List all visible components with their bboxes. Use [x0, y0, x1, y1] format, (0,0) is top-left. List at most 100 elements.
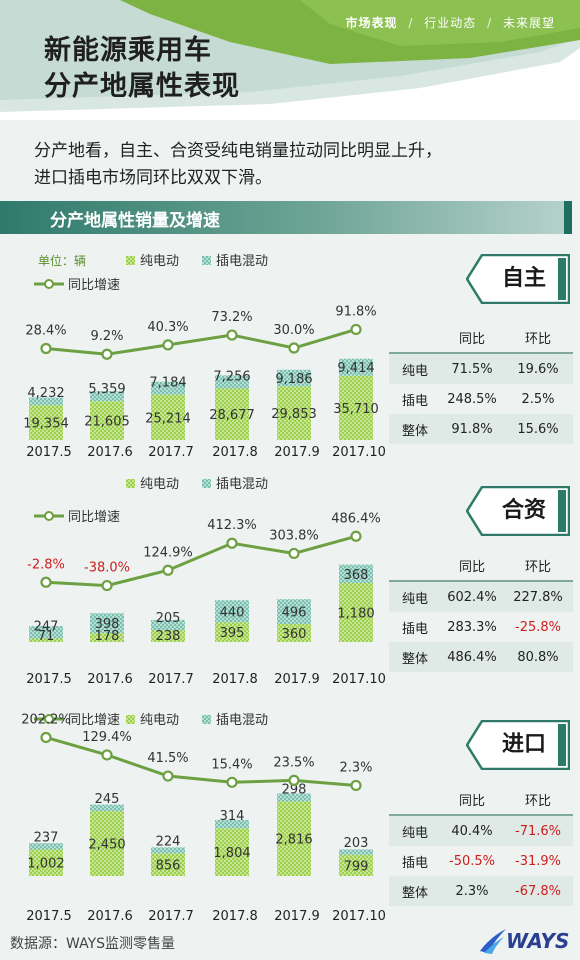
tag-jv-label: 合资: [501, 498, 546, 523]
data-label-bev: 28,677: [209, 408, 255, 423]
yoy-point: [101, 348, 113, 360]
yoy-label: 9.2%: [90, 329, 123, 344]
legend-bev-swatch: [126, 479, 135, 488]
row-yoy: 602.4%: [441, 580, 503, 612]
yoy-label: 30.0%: [273, 323, 314, 338]
bar-bev: [29, 849, 63, 876]
bar-bev: [29, 405, 63, 440]
yoy-label: 202.2%: [21, 712, 71, 727]
table-header-yoy: 同比: [458, 559, 485, 575]
data-label-phev: 205: [156, 611, 181, 626]
ways-logo-icon: [480, 929, 506, 954]
data-label-phev: 5,359: [88, 382, 125, 397]
data-label-bev: 360: [282, 627, 307, 642]
row-mom: 2.5%: [521, 391, 555, 407]
legend-yoy-line-dot: [44, 279, 54, 289]
data-label-bev: 71: [38, 629, 55, 644]
yoy-point: [101, 579, 113, 592]
legend-phev-swatch: [202, 715, 211, 724]
stats-table-jv: 同比 环比 纯电 602.4% 227.8% 插电 283.3% -25.8% …: [389, 550, 573, 672]
x-tick-label: 2017.5: [26, 672, 72, 687]
nav-separator: /: [408, 16, 414, 30]
yoy-label: 91.8%: [335, 304, 376, 319]
row-yoy: 248.5%: [447, 391, 497, 407]
legend-phev-label: 插电混动: [216, 713, 268, 728]
x-tick-label: 2017.5: [26, 445, 72, 460]
page-title-line1: 新能源乘用车: [44, 35, 212, 66]
yoy-line: [45, 736, 357, 787]
bar-phev: [151, 381, 185, 395]
table-header-mom: 环比: [524, 331, 551, 347]
data-label-phev: 203: [344, 836, 369, 851]
yoy-point: [288, 342, 300, 354]
x-tick-label: 2017.10: [332, 445, 386, 460]
row-yoy: -50.5%: [449, 853, 495, 869]
bar-phev: [339, 564, 373, 583]
data-label-phev: 496: [282, 606, 307, 621]
bar-bev: [90, 401, 124, 440]
data-label-bev: 1,804: [213, 846, 250, 861]
data-label-bev: 2,816: [275, 833, 312, 848]
row-mom: -25.8%: [515, 619, 561, 635]
nav-item-market[interactable]: 市场表现: [345, 16, 398, 30]
yoy-label: 15.4%: [211, 757, 252, 772]
yoy-point: [226, 537, 238, 549]
table-header-row: 同比 环比: [389, 322, 573, 353]
bar-phev: [215, 819, 249, 829]
yoy-point: [162, 564, 174, 576]
data-label-phev: 398: [95, 617, 120, 632]
bar-bev: [90, 811, 124, 876]
nav-separator: /: [487, 16, 493, 30]
yoy-point: [162, 770, 174, 782]
legend-bev-label: 纯电动: [140, 254, 179, 269]
legend-yoy-label: 同比增速: [68, 510, 120, 525]
yoy-point: [288, 774, 300, 786]
yoy-point: [40, 731, 52, 744]
data-label-phev: 247: [34, 619, 59, 634]
data-label-phev: 298: [282, 782, 307, 797]
table-header-mom: 环比: [524, 793, 551, 809]
x-tick-label: 2017.6: [87, 672, 133, 687]
bar-bev: [277, 624, 311, 642]
yoy-point: [350, 530, 362, 542]
data-label-bev: 238: [156, 629, 181, 644]
row-mom: -67.8%: [503, 876, 573, 906]
header-decoration: [0, 0, 580, 112]
bar-phev: [339, 358, 373, 376]
data-label-phev: 368: [344, 568, 369, 583]
nav-item-outlook[interactable]: 未来展望: [502, 16, 555, 30]
data-label-bev: 35,710: [333, 402, 379, 417]
data-label-bev: 1,180: [337, 607, 374, 622]
bar-phev: [90, 804, 124, 812]
row-yoy: 2.3%: [441, 876, 503, 906]
table-header-cell: [389, 322, 441, 353]
yoy-line: [45, 534, 357, 588]
table-row: 插电 283.3% -25.8%: [389, 612, 573, 642]
section-bar-edge: [564, 201, 572, 234]
legend-yoy-line-dot: [44, 714, 54, 724]
data-label-phev: 9,186: [275, 372, 312, 387]
row-key: 插电: [401, 393, 428, 409]
x-tick-label: 2017.10: [332, 909, 386, 924]
table-row: 整体 91.8% 15.6%: [389, 414, 573, 444]
page-title: 新能源乘用车 分产地属性表现: [44, 33, 240, 105]
data-label-bev: 799: [344, 859, 369, 874]
row-key: 插电: [401, 621, 428, 637]
x-tick-label: 2017.7: [148, 445, 194, 460]
nav-item-industry[interactable]: 行业动态: [424, 16, 477, 30]
bar-phev: [29, 397, 63, 406]
data-label-bev: 178: [95, 629, 120, 644]
ways-logo: WAYS: [478, 927, 574, 955]
row-mom: 227.8%: [503, 580, 573, 612]
section-title-bar: 分产地属性销量及增速: [0, 201, 572, 234]
row-yoy: 283.3%: [447, 619, 497, 635]
data-label-bev: 2,450: [88, 838, 125, 853]
tag-import-label: 进口: [501, 732, 546, 757]
row-key: 纯电: [389, 580, 441, 612]
ways-logo-text: WAYS: [506, 929, 570, 953]
bar-phev: [215, 375, 249, 389]
data-label-bev: 21,605: [84, 415, 130, 430]
tag-import: 进口: [466, 720, 570, 770]
legend-phev-swatch: [202, 256, 211, 265]
tag-domestic: 自主: [466, 254, 570, 304]
